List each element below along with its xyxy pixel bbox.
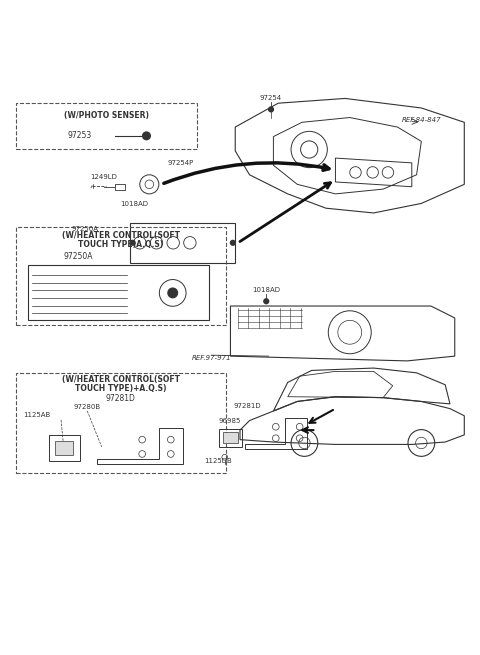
Circle shape bbox=[143, 132, 150, 140]
Text: 97281D: 97281D bbox=[233, 403, 261, 409]
Text: TOUCH TYPE)+A.Q.S): TOUCH TYPE)+A.Q.S) bbox=[75, 384, 167, 394]
FancyBboxPatch shape bbox=[55, 441, 73, 455]
Text: 96985: 96985 bbox=[218, 418, 241, 424]
Text: 1018AD: 1018AD bbox=[252, 287, 280, 293]
FancyBboxPatch shape bbox=[223, 432, 238, 443]
Text: REF.97-971: REF.97-971 bbox=[192, 355, 231, 361]
Text: TOUCH TYPE)A.Q.S): TOUCH TYPE)A.Q.S) bbox=[78, 240, 163, 250]
Circle shape bbox=[168, 288, 178, 297]
Text: 97250A: 97250A bbox=[64, 252, 94, 261]
Circle shape bbox=[130, 240, 135, 245]
Text: REF.84-847: REF.84-847 bbox=[402, 117, 442, 123]
Text: 97280B: 97280B bbox=[74, 404, 101, 410]
Text: 1018AD: 1018AD bbox=[120, 201, 148, 207]
Text: 97281D: 97281D bbox=[106, 394, 136, 403]
Circle shape bbox=[264, 299, 269, 304]
Text: 97250A: 97250A bbox=[72, 226, 98, 232]
Text: 97254: 97254 bbox=[260, 95, 282, 102]
Text: (W/HEATER CONTROL(SOFT: (W/HEATER CONTROL(SOFT bbox=[62, 375, 180, 384]
Text: (W/PHOTO SENSER): (W/PHOTO SENSER) bbox=[64, 111, 149, 121]
Text: 97253: 97253 bbox=[67, 132, 91, 140]
Text: (W/HEATER CONTROL(SOFT: (W/HEATER CONTROL(SOFT bbox=[62, 231, 180, 240]
Text: 1125DB: 1125DB bbox=[204, 457, 232, 464]
Circle shape bbox=[269, 107, 274, 112]
Text: 1125AB: 1125AB bbox=[24, 412, 51, 418]
Text: 1249LD: 1249LD bbox=[91, 174, 118, 179]
Text: 97254P: 97254P bbox=[167, 160, 193, 166]
Circle shape bbox=[230, 240, 235, 245]
